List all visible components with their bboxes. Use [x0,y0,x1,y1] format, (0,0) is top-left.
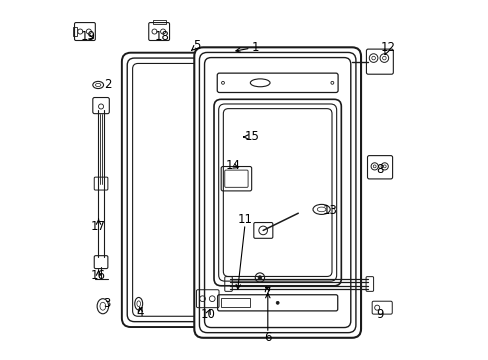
FancyBboxPatch shape [194,47,360,338]
Text: 14: 14 [225,159,240,172]
Text: 16: 16 [91,269,106,282]
FancyBboxPatch shape [217,73,337,93]
Circle shape [330,81,333,84]
Bar [221,298,249,307]
Text: 18: 18 [154,30,169,43]
Text: 2: 2 [104,78,112,91]
Text: 6: 6 [264,331,271,344]
Text: 17: 17 [91,220,106,233]
Text: 19: 19 [80,30,95,43]
Circle shape [258,276,261,279]
Text: 1: 1 [251,41,259,54]
Text: 3: 3 [102,297,110,310]
Text: 15: 15 [244,130,259,144]
Text: 9: 9 [376,308,383,321]
Text: 7: 7 [264,287,271,300]
Ellipse shape [250,79,269,87]
Text: 10: 10 [200,308,215,321]
Text: 12: 12 [380,41,395,54]
Text: 13: 13 [323,204,337,217]
Text: 8: 8 [376,163,383,176]
Text: 5: 5 [193,39,201,52]
Circle shape [221,81,224,84]
FancyBboxPatch shape [217,295,337,311]
Text: 11: 11 [238,213,253,226]
Bar [73,27,77,36]
Bar [153,20,165,24]
Circle shape [276,301,279,304]
Text: 4: 4 [137,306,144,319]
